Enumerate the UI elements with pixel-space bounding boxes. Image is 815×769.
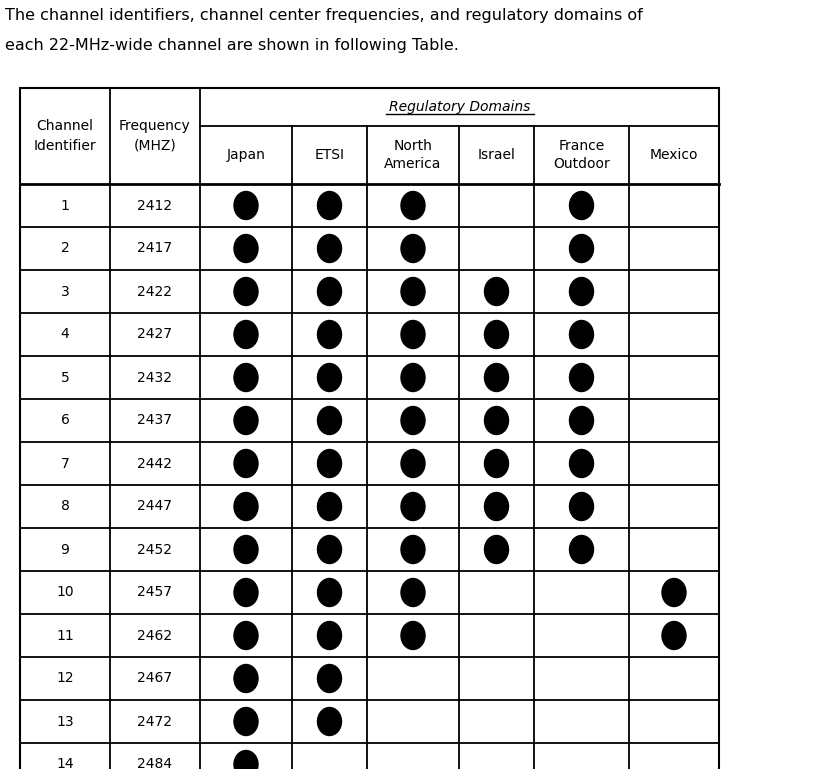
Text: ETSI: ETSI: [315, 148, 345, 162]
Text: Regulatory Domains: Regulatory Domains: [389, 100, 531, 114]
Ellipse shape: [570, 191, 593, 219]
Ellipse shape: [401, 364, 425, 391]
Ellipse shape: [234, 364, 258, 391]
Ellipse shape: [234, 751, 258, 769]
Ellipse shape: [234, 578, 258, 607]
Ellipse shape: [318, 235, 341, 262]
Ellipse shape: [401, 278, 425, 305]
Text: 13: 13: [56, 714, 74, 728]
Ellipse shape: [318, 621, 341, 650]
Ellipse shape: [570, 492, 593, 521]
Ellipse shape: [401, 450, 425, 478]
Text: 2: 2: [60, 241, 69, 255]
Text: 2417: 2417: [138, 241, 173, 255]
Ellipse shape: [484, 364, 509, 391]
Ellipse shape: [318, 364, 341, 391]
Ellipse shape: [570, 535, 593, 564]
Text: 2422: 2422: [138, 285, 173, 298]
Ellipse shape: [234, 535, 258, 564]
Text: 10: 10: [56, 585, 74, 600]
Text: Israel: Israel: [478, 148, 515, 162]
Ellipse shape: [484, 492, 509, 521]
Ellipse shape: [570, 278, 593, 305]
Bar: [20, 88, 719, 769]
Ellipse shape: [234, 235, 258, 262]
Ellipse shape: [234, 621, 258, 650]
Text: 4: 4: [60, 328, 69, 341]
Ellipse shape: [234, 278, 258, 305]
Text: 2427: 2427: [138, 328, 173, 341]
Ellipse shape: [484, 407, 509, 434]
Ellipse shape: [401, 535, 425, 564]
Ellipse shape: [318, 191, 341, 219]
Text: Japan: Japan: [227, 148, 266, 162]
Ellipse shape: [234, 191, 258, 219]
Text: 2462: 2462: [138, 628, 173, 643]
Text: Mexico: Mexico: [650, 148, 698, 162]
Ellipse shape: [401, 321, 425, 348]
Text: 2472: 2472: [138, 714, 173, 728]
Ellipse shape: [401, 407, 425, 434]
Ellipse shape: [318, 321, 341, 348]
Text: Channel
Identifier: Channel Identifier: [33, 119, 96, 153]
Ellipse shape: [570, 450, 593, 478]
Ellipse shape: [401, 492, 425, 521]
Ellipse shape: [662, 578, 686, 607]
Text: 1: 1: [60, 198, 69, 212]
Ellipse shape: [318, 578, 341, 607]
Text: 11: 11: [56, 628, 74, 643]
Ellipse shape: [318, 450, 341, 478]
Ellipse shape: [234, 450, 258, 478]
Text: The channel identifiers, channel center frequencies, and regulatory domains of: The channel identifiers, channel center …: [5, 8, 643, 23]
Text: 3: 3: [60, 285, 69, 298]
Text: 5: 5: [60, 371, 69, 384]
Text: 6: 6: [60, 414, 69, 428]
Text: 2452: 2452: [138, 542, 173, 557]
Ellipse shape: [570, 235, 593, 262]
Text: 7: 7: [60, 457, 69, 471]
Ellipse shape: [234, 321, 258, 348]
Ellipse shape: [234, 707, 258, 735]
Ellipse shape: [484, 278, 509, 305]
Ellipse shape: [570, 407, 593, 434]
Text: France
Outdoor: France Outdoor: [553, 138, 610, 171]
Ellipse shape: [484, 535, 509, 564]
Ellipse shape: [570, 321, 593, 348]
Ellipse shape: [318, 407, 341, 434]
Ellipse shape: [318, 492, 341, 521]
Text: 2467: 2467: [138, 671, 173, 685]
Ellipse shape: [234, 492, 258, 521]
Text: 2484: 2484: [138, 757, 173, 769]
Ellipse shape: [318, 664, 341, 693]
Text: 2442: 2442: [138, 457, 173, 471]
Ellipse shape: [318, 535, 341, 564]
Ellipse shape: [484, 321, 509, 348]
Ellipse shape: [318, 707, 341, 735]
Text: North
America: North America: [385, 138, 442, 171]
Text: 8: 8: [60, 500, 69, 514]
Text: 9: 9: [60, 542, 69, 557]
Ellipse shape: [401, 235, 425, 262]
Text: 2432: 2432: [138, 371, 173, 384]
Text: 2447: 2447: [138, 500, 173, 514]
Ellipse shape: [570, 364, 593, 391]
Ellipse shape: [662, 621, 686, 650]
Ellipse shape: [484, 450, 509, 478]
Text: 14: 14: [56, 757, 74, 769]
Text: 2412: 2412: [138, 198, 173, 212]
Ellipse shape: [401, 621, 425, 650]
Text: 2437: 2437: [138, 414, 173, 428]
Ellipse shape: [234, 664, 258, 693]
Text: 12: 12: [56, 671, 74, 685]
Text: 2457: 2457: [138, 585, 173, 600]
Text: Frequency
(MHZ): Frequency (MHZ): [119, 119, 191, 153]
Ellipse shape: [234, 407, 258, 434]
Ellipse shape: [401, 191, 425, 219]
Ellipse shape: [401, 578, 425, 607]
Text: each 22-MHz-wide channel are shown in following Table.: each 22-MHz-wide channel are shown in fo…: [5, 38, 459, 53]
Ellipse shape: [318, 278, 341, 305]
